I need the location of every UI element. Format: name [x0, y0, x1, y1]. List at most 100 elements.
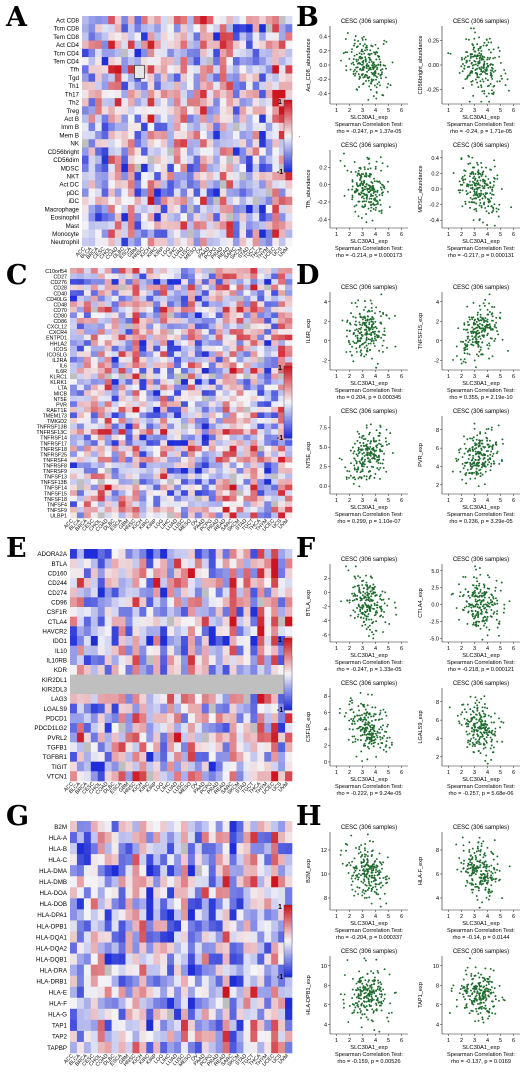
heatmap-cell — [206, 155, 214, 165]
heatmap-cell — [259, 229, 267, 239]
data-point — [381, 68, 384, 71]
heatmap-cell — [229, 462, 237, 469]
heatmap-cell — [215, 1019, 223, 1032]
heatmap-cell — [236, 674, 244, 685]
heatmap-cell — [141, 180, 148, 189]
heatmap-immunostimulators: C10orf54CD27CD276CD28CD40CD40LGCD48CD70C… — [36, 268, 293, 533]
heatmap-cell — [174, 931, 182, 943]
heatmap-cell — [132, 468, 140, 474]
heatmap-cell — [70, 495, 78, 502]
heatmap-cell — [181, 771, 189, 782]
heatmap-cell — [259, 81, 267, 91]
heatmap-cell — [285, 473, 293, 480]
heatmap-cell — [114, 73, 122, 83]
heatmap-cell — [132, 384, 140, 391]
heatmap-cell — [114, 139, 122, 148]
heatmap-cell — [222, 306, 230, 313]
heatmap-cell — [271, 390, 279, 397]
heatmap-cell — [243, 898, 251, 910]
heatmap-cell — [90, 473, 99, 480]
heatmap-cell — [118, 456, 126, 463]
data-point — [357, 40, 360, 42]
heatmap-cell — [134, 172, 142, 181]
heatmap-cell — [187, 340, 196, 347]
heatmap-cell — [121, 188, 129, 198]
heatmap-cell — [154, 229, 162, 239]
heatmap-cell — [222, 490, 230, 497]
heatmap-cell — [264, 434, 272, 441]
panel-letter-d: D — [296, 260, 320, 291]
heatmap-cell — [134, 16, 142, 25]
heatmap-cell — [76, 406, 85, 413]
heatmap-cell — [70, 1030, 78, 1043]
heatmap-cell — [201, 351, 210, 358]
data-point — [365, 67, 368, 70]
heatmap-cell — [97, 920, 105, 932]
heatmap-cell — [83, 732, 92, 743]
heatmap-cell — [90, 558, 99, 569]
heatmap-cell — [215, 975, 223, 988]
heatmap-cell — [187, 462, 196, 469]
colorbar-frame — [283, 99, 293, 173]
data-point — [367, 98, 370, 101]
heatmap-cell — [167, 703, 175, 714]
heatmap-cell — [90, 329, 99, 335]
heatmap-cell — [104, 490, 112, 497]
heatmap-cell — [181, 401, 189, 408]
heatmap-cell — [180, 180, 188, 189]
heatmap-cell — [187, 89, 194, 99]
heatmap-cell — [181, 501, 189, 508]
data-point — [371, 79, 374, 82]
heatmap-cell — [201, 843, 210, 855]
data-point — [461, 70, 464, 73]
heatmap-cell — [271, 329, 279, 335]
data-point — [357, 185, 359, 188]
heatmap-cell — [215, 942, 223, 954]
heatmap-cell — [167, 180, 175, 189]
heatmap-cell — [243, 301, 251, 308]
heatmap-cell — [243, 468, 251, 474]
heatmap-cell — [83, 887, 92, 899]
data-point — [478, 66, 481, 69]
heatmap-cell — [208, 440, 216, 447]
heatmap-cell — [215, 456, 223, 463]
heatmap-cell — [285, 318, 293, 324]
heatmap-cell — [250, 423, 258, 430]
heatmap-cell — [76, 412, 85, 419]
heatmap-cell — [250, 887, 258, 899]
colorbar-step — [284, 382, 292, 385]
heatmap-cell — [243, 384, 251, 391]
heatmap-cell — [243, 549, 251, 559]
heatmap-cell — [76, 549, 85, 559]
heatmap-cell — [118, 887, 126, 899]
heatmap-cell — [208, 490, 216, 497]
heatmap-cell — [278, 501, 286, 508]
heatmap-cell — [187, 832, 196, 844]
heatmap-cell — [246, 131, 253, 140]
heatmap-cell — [272, 213, 280, 222]
data-point — [372, 185, 375, 187]
data-point — [507, 89, 510, 92]
heatmap-cell — [271, 1041, 279, 1054]
heatmap-cell — [271, 501, 279, 508]
heatmap-cell — [108, 131, 116, 140]
heatmap-cell — [246, 213, 253, 222]
data-point — [472, 46, 475, 49]
heatmap-cell — [121, 40, 129, 50]
heatmap-cell — [215, 312, 223, 319]
heatmap-cell — [243, 1030, 251, 1043]
heatmap-cell — [194, 340, 203, 347]
heatmap-cell — [187, 752, 196, 762]
heatmap-cell — [257, 997, 265, 1010]
heatmap-cell — [194, 752, 203, 762]
data-point — [491, 63, 494, 66]
heatmap-cell — [285, 279, 293, 285]
heatmap-cell — [252, 180, 260, 189]
heatmap-cell — [271, 345, 279, 352]
heatmap-cell — [88, 188, 96, 198]
heatmap-cell — [97, 713, 105, 724]
heatmap-cell — [83, 626, 92, 637]
heatmap-cell — [132, 655, 140, 666]
heatmap-cell — [90, 568, 99, 579]
heatmap-cell — [70, 479, 78, 485]
